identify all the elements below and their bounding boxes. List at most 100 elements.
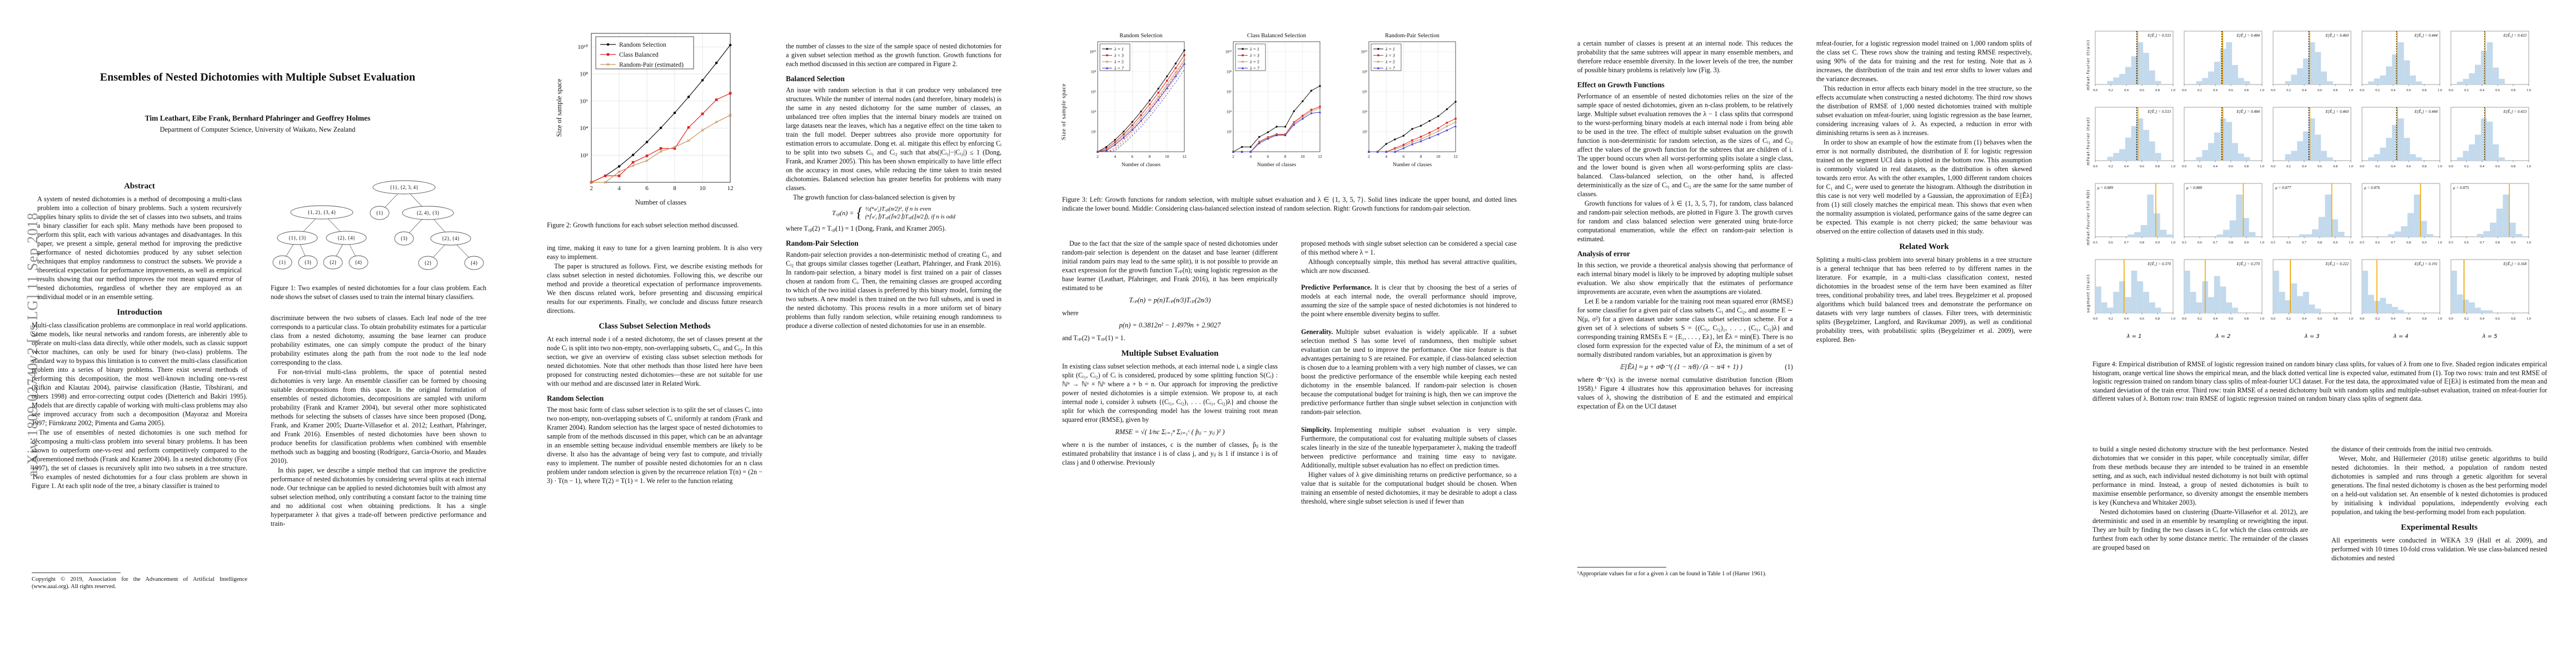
- lambda-label: λ = 4: [2393, 334, 2409, 340]
- svg-text:10: 10: [1436, 154, 1441, 159]
- lambda-label: λ = 3: [2304, 334, 2320, 340]
- svg-text:1.0: 1.0: [2438, 165, 2442, 168]
- svg-text:0.0: 0.0: [2360, 165, 2364, 168]
- body-paragraph: the number of classes to the size of the…: [786, 42, 1001, 68]
- subsection-heading: Balanced Selection: [786, 74, 845, 83]
- svg-text:0.4: 0.4: [2480, 88, 2485, 92]
- svg-text:0.4: 0.4: [2302, 88, 2307, 92]
- figure4-hist-r0c3: E[Ê₄] = 0.444 0.0 0.2 0.4 0.6 0.8 1.0: [2360, 31, 2442, 92]
- svg-text:λ = 5: λ = 5: [1114, 59, 1124, 64]
- figure4-hist-r2c0: μ = 0.889 0.5 0.6 0.7 0.8 0.9 1.0: [2093, 183, 2175, 245]
- svg-text:0.5: 0.5: [2449, 241, 2453, 245]
- svg-text:10: 10: [1301, 154, 1305, 159]
- rmse-equation: RMSE = √( 1∕nc Σᵢ₌₁ⁿ Σⱼ₌₁ᶜ ( p̂ᵢⱼ − yᵢⱼ …: [1115, 428, 1225, 436]
- figure3-panel-0: Random Selection 2 4 6 8 10 12 10² 10⁴ 10⁶ 10⁸ 10¹⁰…: [1089, 33, 1187, 168]
- figure4-row-0: mfeat-fourier (train) E[Ê₁] = 0.533 0.0 0.2…: [2083, 29, 2561, 101]
- figure4-histogram-grid: mfeat-fourier (train) E[Ê₁] = 0.533 0.0 0.2…: [2083, 29, 2561, 340]
- body-paragraph: the distance of their centroids from the…: [2331, 445, 2493, 453]
- paragraph-body: Implementing multiple subset evaluation …: [1301, 426, 1517, 469]
- svg-text:0.8: 0.8: [2511, 317, 2515, 321]
- figure4-row-1: mfeat-fourier (test) E[Ê₁] = 0.533 0.0 0.2 0…: [2083, 105, 2561, 177]
- svg-text:0.6: 0.6: [2495, 165, 2500, 168]
- svg-text:0.6: 0.6: [2375, 241, 2380, 245]
- svg-text:0.2: 0.2: [2286, 317, 2291, 321]
- svg-text:0.8: 0.8: [2511, 88, 2515, 92]
- svg-text:0.4: 0.4: [2480, 165, 2485, 168]
- svg-text:0.8: 0.8: [2155, 88, 2160, 92]
- figure1-caption: Figure 1: Two examples of nested dichoto…: [271, 284, 486, 301]
- svg-text:0.8: 0.8: [2244, 165, 2249, 168]
- svg-text:0.9: 0.9: [2511, 241, 2515, 245]
- svg-text:μ = 0.880: μ = 0.880: [2186, 186, 2203, 190]
- svg-text:8: 8: [1284, 154, 1287, 159]
- svg-text:μ = 0.875: μ = 0.875: [2453, 186, 2469, 190]
- subsection-heading: Random-Pair Selection: [786, 239, 859, 247]
- figure3-panel-2: Random-Pair Selection 2 4 6 8 10 12 10² 10⁴ 10⁶ 10…: [1361, 33, 1458, 168]
- svg-text:E[Ê₃] = 0.460: E[Ê₃] = 0.460: [2325, 32, 2349, 38]
- subsection-heading: Analysis of error: [1577, 250, 1630, 258]
- svg-text:12: 12: [1318, 154, 1322, 159]
- harter-footnote: ¹Appropriate values for α for a given λ …: [1577, 571, 1767, 577]
- figure2-svg: 2 4 6 8 10 12 10² 10⁴ 10⁶ 10⁸ 10¹⁰ Random Selection…: [555, 33, 734, 206]
- body-paragraph: Higher values of λ give diminishing retu…: [1301, 471, 1517, 505]
- svg-text:0.8: 0.8: [2244, 317, 2249, 321]
- svg-text:0.9: 0.9: [2333, 241, 2338, 245]
- page-title: Ensembles of Nested Dichotomies with Mul…: [99, 71, 416, 83]
- figure4-hist-r1c0: E[Ê₁] = 0.533 0.0 0.2 0.4 0.6 0.8 1.0: [2093, 107, 2175, 168]
- svg-text:0.7: 0.7: [2480, 241, 2484, 245]
- svg-text:0.6: 0.6: [2495, 88, 2500, 92]
- svg-text:8: 8: [1420, 154, 1422, 159]
- svg-text:0.0: 0.0: [2182, 165, 2186, 168]
- page-4: a certain number of classes is present a…: [1546, 0, 2061, 667]
- svg-text:10²: 10²: [1091, 131, 1096, 135]
- p1-left-column: Abstract A system of nested dichotomies …: [32, 175, 247, 570]
- trp-growth-equation: Tᵣₚ(n) = p(n)Tᵣₚ(n∕3)Tᵣₚ(2n∕3): [1129, 296, 1211, 304]
- svg-text:1.0: 1.0: [2527, 317, 2531, 321]
- p2-left-column: 2 4 6 8 10 12 10² 10⁴ 10⁶ 10⁸ 10¹⁰ Random Selection…: [547, 26, 763, 590]
- svg-text:4: 4: [1114, 154, 1116, 159]
- svg-text:Number of classes: Number of classes: [1122, 162, 1160, 168]
- svg-text:10⁸: 10⁸: [1091, 71, 1097, 74]
- paragraph-lead: Generality.: [1301, 328, 1333, 336]
- p4-left-column: a certain number of classes is present a…: [1577, 39, 1793, 561]
- p3-right-column: proposed methods with single subset sele…: [1301, 239, 1517, 592]
- figure4-row-2: mfeat-fourier (full ND) μ = 0.889 0.5 0.6 0.…: [2083, 181, 2561, 253]
- svg-text:E[Ê₂] = 0.270: E[Ê₂] = 0.270: [2236, 261, 2260, 266]
- svg-text:1.0: 1.0: [2260, 317, 2264, 321]
- inline-heading-paragraph: Generality. Multiple subset evaluation is…: [1301, 327, 1517, 416]
- svg-text:E[Ê₅] = 0.168: E[Ê₅] = 0.168: [2503, 261, 2527, 266]
- svg-text:0.0: 0.0: [2093, 165, 2097, 168]
- paragraph-body: It is clear that by choosing the best of…: [1301, 283, 1517, 318]
- svg-text:0.6: 0.6: [2318, 317, 2322, 321]
- body-paragraph: Although conceptually simple, this metho…: [1301, 258, 1517, 275]
- svg-text:10⁶: 10⁶: [1091, 91, 1097, 94]
- svg-text:E[Ê₄] = 0.444: E[Ê₄] = 0.444: [2414, 32, 2438, 38]
- figure1-svg: {1, 2}, {3, 4} {1}, {3} {2}, {4} {1} {3} {2} {…: [272, 180, 484, 270]
- svg-text:0.0: 0.0: [2093, 88, 2097, 92]
- figure4-hist-r1c2: E[Ê₃] = 0.460 0.0 0.2 0.4 0.6 0.8 1.0: [2271, 107, 2353, 168]
- svg-text:Random Selection: Random Selection: [619, 42, 666, 48]
- body-paragraph: where T꜀ᵦ(2) = T꜀ᵦ(1) = 1 (Dong, Frank, …: [786, 225, 946, 232]
- svg-text:0.0: 0.0: [2449, 88, 2453, 92]
- svg-text:0.2: 0.2: [2198, 165, 2202, 168]
- page-1: arXiv:1809.02740v2 [cs.LG] 11 Sep 2018 E…: [0, 0, 515, 667]
- body-paragraph: Performance of an ensemble of nested dic…: [1577, 92, 1793, 198]
- svg-text:0.8: 0.8: [2333, 88, 2338, 92]
- p1-right-column: {1, 2}, {3, 4} {1}, {3} {2}, {4} {1} {3} {2} {…: [271, 172, 486, 592]
- svg-text:0.6: 0.6: [2318, 88, 2322, 92]
- body-paragraph: In existing class subset selection metho…: [1062, 362, 1278, 424]
- body-paragraph: ing time, making it easy to tune for a g…: [547, 243, 763, 261]
- section-heading: Related Work: [1899, 242, 1949, 251]
- svg-text:10¹⁰: 10¹⁰: [1225, 50, 1232, 54]
- svg-text:0.2: 0.2: [2286, 88, 2291, 92]
- body-paragraph: Let E be a random variable for the train…: [1577, 297, 1793, 359]
- body-paragraph: In order to show an example of how the e…: [1816, 138, 2032, 235]
- svg-text:E[Ê₂] = 0.484: E[Ê₂] = 0.484: [2236, 108, 2260, 114]
- svg-text:0.4: 0.4: [2391, 317, 2396, 321]
- svg-text:10¹⁰: 10¹⁰: [1361, 50, 1367, 54]
- svg-text:0.2: 0.2: [2375, 88, 2380, 92]
- figure3-caption: Figure 3: Left: Growth functions for ran…: [1062, 196, 1517, 212]
- section-heading: Class Subset Selection Methods: [599, 321, 711, 331]
- svg-text:E[Ê₃] = 0.222: E[Ê₃] = 0.222: [2325, 261, 2349, 266]
- svg-text:2: 2: [590, 185, 593, 192]
